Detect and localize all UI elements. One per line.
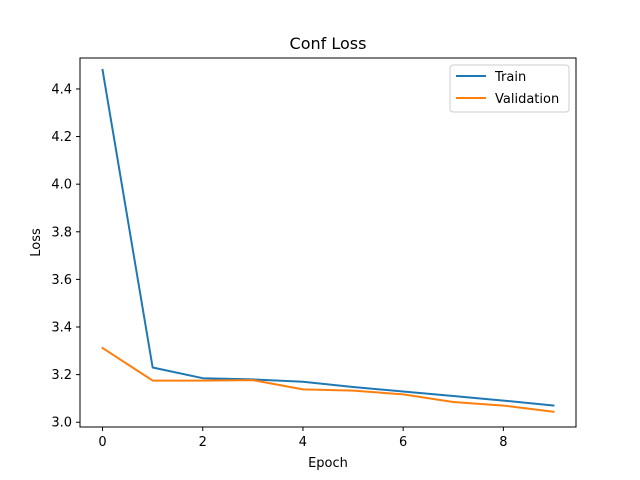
x-axis-label: Epoch bbox=[308, 456, 348, 471]
x-axis: 0 2 4 6 8 bbox=[98, 427, 507, 450]
y-tick-label: 3.8 bbox=[51, 225, 72, 240]
series-layer bbox=[101, 68, 555, 413]
y-tick-label: 4.2 bbox=[51, 130, 72, 145]
y-tick-label: 3.6 bbox=[51, 273, 72, 288]
x-tick-label: 4 bbox=[299, 435, 307, 450]
legend: Train Validation bbox=[449, 64, 570, 113]
y-tick-label: 3.4 bbox=[51, 321, 72, 336]
y-tick-label: 3.0 bbox=[51, 416, 72, 431]
x-tick-label: 6 bbox=[399, 435, 407, 450]
x-tick-label: 0 bbox=[98, 435, 106, 450]
y-tick-label: 4.4 bbox=[51, 82, 72, 97]
series-line-train bbox=[101, 68, 555, 407]
plot-frame bbox=[79, 57, 577, 428]
x-tick-label: 8 bbox=[499, 435, 507, 450]
series-line-validation bbox=[101, 346, 555, 413]
y-axis-label: Loss bbox=[29, 228, 44, 257]
legend-label-validation: Validation bbox=[495, 92, 559, 107]
plot-background bbox=[80, 58, 576, 427]
y-tick-label: 4.0 bbox=[51, 178, 72, 193]
chart-title: Conf Loss bbox=[290, 34, 367, 53]
x-tick-label: 2 bbox=[199, 435, 207, 450]
y-tick-label: 3.2 bbox=[51, 368, 72, 383]
legend-label-train: Train bbox=[494, 70, 526, 85]
y-axis: 3.0 3.2 3.4 3.6 3.8 4.0 4.2 4.4 bbox=[51, 82, 80, 431]
